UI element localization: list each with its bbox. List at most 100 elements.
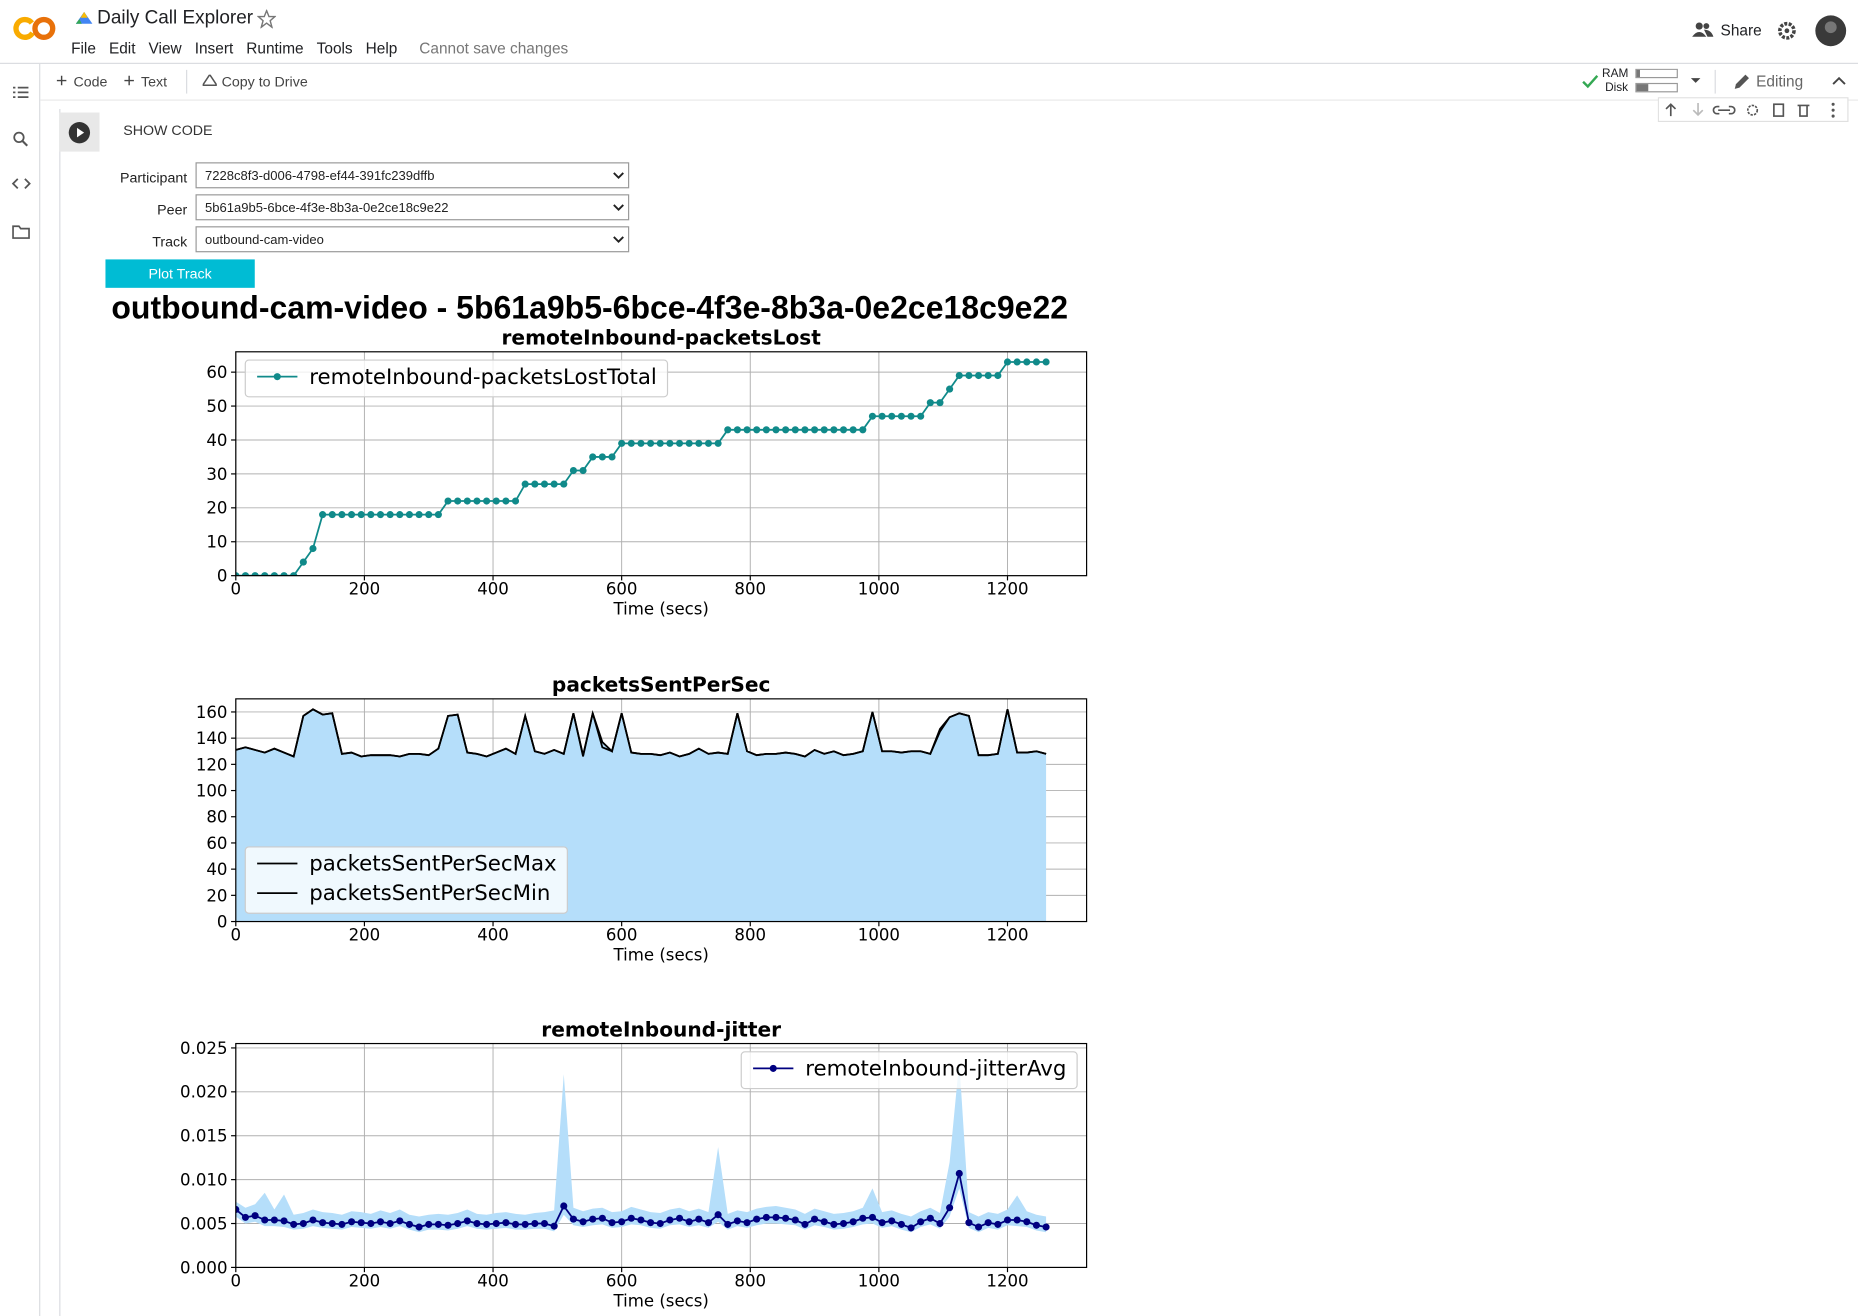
y-tick-label: 0.005	[180, 1214, 227, 1233]
data-point	[704, 439, 713, 447]
y-tick-label: 40	[206, 431, 227, 450]
track-select[interactable]: outbound-cam-video	[195, 226, 630, 253]
data-point	[483, 497, 491, 505]
menu-item[interactable]: View	[148, 39, 182, 57]
axes-frame	[235, 698, 1088, 923]
y-tick-label: 0.010	[180, 1171, 227, 1190]
data-point	[946, 385, 954, 393]
sidebar-icons[interactable]	[11, 83, 32, 249]
connected-check	[1582, 75, 1599, 89]
menu-item[interactable]: Tools	[316, 39, 353, 57]
avatar[interactable]	[1814, 14, 1847, 47]
data-point	[811, 1215, 819, 1223]
y-tick-label: 0.015	[180, 1127, 227, 1146]
notebook-title[interactable]: Daily Call Explorer	[97, 8, 254, 29]
peer-select[interactable]: 5b61a9b5-6bce-4f3e-8b3a-0e2ce18c9e22	[195, 194, 630, 221]
toolbar-divider	[40, 99, 1858, 101]
menu-item[interactable]: Help	[365, 39, 398, 57]
y-tick-label: 60	[206, 363, 227, 382]
data-point	[917, 412, 925, 420]
data-point	[936, 1219, 944, 1228]
run-button[interactable]	[68, 121, 92, 145]
data-point	[897, 1220, 905, 1228]
data-point	[531, 480, 539, 488]
y-tick-label: 0	[217, 567, 228, 586]
data-point	[598, 1214, 606, 1222]
share-button[interactable]: Share	[1720, 21, 1762, 40]
collapse-icon[interactable]	[1831, 75, 1848, 87]
data-point	[975, 371, 983, 380]
select-arrows	[613, 172, 624, 243]
data-point	[540, 1219, 549, 1228]
data-point	[714, 439, 722, 447]
data-point	[357, 511, 365, 519]
data-point	[868, 1213, 877, 1221]
colab-logo[interactable]	[12, 14, 59, 42]
data-point	[907, 1224, 915, 1232]
data-point	[405, 511, 413, 519]
form-label: Participant	[120, 169, 188, 186]
cell-toolbar[interactable]	[1657, 97, 1850, 123]
editing-mode[interactable]: Editing	[1756, 72, 1804, 91]
menu-item[interactable]: Insert	[194, 39, 234, 57]
show-code-toggle[interactable]: SHOW CODE	[123, 122, 213, 139]
add-text-button[interactable]: Text	[141, 73, 168, 91]
chart: 0 200 400 600 800 1000 1200 0 10 20 30 40 50 60 remote…	[206, 326, 1088, 619]
x-tick-label: 200	[349, 925, 381, 944]
legend-marker	[769, 1064, 777, 1072]
plot-track-button[interactable]: Plot Track	[105, 259, 255, 288]
data-point	[425, 511, 433, 519]
disk-label: Disk	[1605, 81, 1629, 95]
data-point	[261, 572, 269, 576]
settings-icon[interactable]	[1776, 20, 1797, 41]
menu-item[interactable]: Edit	[108, 39, 136, 57]
resource-dropdown[interactable]	[1690, 76, 1702, 85]
data-point	[772, 1213, 780, 1221]
data-point	[560, 1202, 568, 1210]
data-point	[367, 1219, 375, 1228]
share-icon[interactable]	[1692, 21, 1714, 38]
form-label: Peer	[157, 201, 188, 218]
data-point	[753, 1215, 761, 1223]
data-point	[589, 453, 597, 461]
data-point	[791, 1216, 799, 1224]
y-tick-label: 160	[196, 703, 228, 722]
data-point	[627, 439, 635, 447]
data-point	[502, 497, 510, 505]
data-point	[367, 511, 375, 519]
menu-item[interactable]: File	[71, 39, 96, 57]
chart: 0 200 400 600 800 1000 1200 0 20 40 60 80 100 120 140 1…	[196, 673, 1088, 965]
data-point	[540, 480, 549, 488]
toolbar-separator	[1714, 69, 1716, 94]
data-point	[280, 572, 288, 576]
data-point	[946, 1204, 954, 1212]
chart-title: remoteInbound-jitter	[541, 1017, 781, 1041]
x-tick-label: 1200	[986, 580, 1028, 599]
data-point	[888, 1217, 896, 1225]
y-tick-label: 30	[206, 465, 227, 484]
star-icon[interactable]	[257, 9, 277, 29]
x-tick-label: 400	[477, 1271, 509, 1290]
data-point	[647, 1219, 655, 1227]
legend-box	[244, 359, 669, 398]
participant-select[interactable]: 7228c8f3-d006-4798-ef44-391fc239dffb	[195, 162, 630, 189]
menu-item[interactable]: Runtime	[246, 39, 304, 57]
data-point	[463, 497, 471, 505]
data-point	[338, 511, 346, 519]
resource-bars[interactable]	[1635, 68, 1680, 95]
data-point	[396, 511, 404, 519]
data-point	[849, 1218, 857, 1226]
data-point	[376, 1218, 385, 1226]
series-line	[235, 708, 1047, 758]
data-point	[241, 572, 250, 576]
add-code-button[interactable]: Code	[73, 73, 108, 91]
data-point	[608, 1219, 616, 1227]
data-point	[357, 1219, 365, 1227]
data-point	[675, 439, 684, 447]
copy-to-drive-button[interactable]: Copy to Drive	[221, 73, 308, 91]
data-point	[328, 1219, 336, 1228]
toolbar-separator	[186, 69, 188, 94]
